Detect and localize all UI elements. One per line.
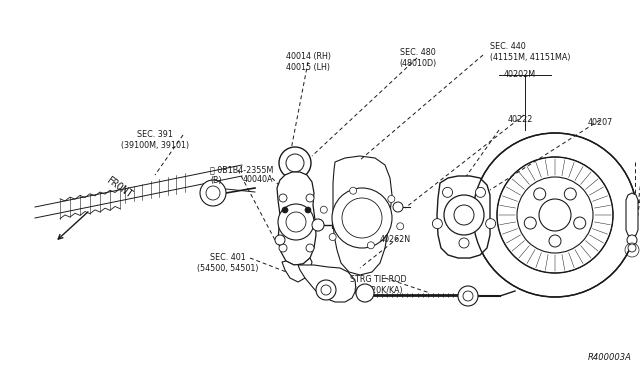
Text: SEC. 440
(41151M, 41151MA): SEC. 440 (41151M, 41151MA) <box>490 42 570 62</box>
Circle shape <box>279 244 287 252</box>
Circle shape <box>454 205 474 225</box>
Text: SEC. 401
(54500, 54501): SEC. 401 (54500, 54501) <box>197 253 259 273</box>
Polygon shape <box>277 172 316 265</box>
Text: 40014 (RH)
40015 (LH): 40014 (RH) 40015 (LH) <box>285 52 330 72</box>
Polygon shape <box>282 258 312 282</box>
Circle shape <box>278 204 314 240</box>
Polygon shape <box>437 176 490 258</box>
Circle shape <box>627 235 637 245</box>
Circle shape <box>306 244 314 252</box>
Circle shape <box>459 238 469 248</box>
Circle shape <box>305 207 311 213</box>
Circle shape <box>286 154 304 172</box>
Circle shape <box>517 177 593 253</box>
Circle shape <box>356 284 374 302</box>
Circle shape <box>564 188 576 200</box>
Circle shape <box>321 285 331 295</box>
Circle shape <box>312 219 324 231</box>
Circle shape <box>279 147 311 179</box>
Circle shape <box>306 194 314 202</box>
Circle shape <box>486 219 495 229</box>
Circle shape <box>329 234 336 241</box>
Text: STRG TIE ROD
(48320K/KA): STRG TIE ROD (48320K/KA) <box>349 275 406 295</box>
Circle shape <box>463 291 473 301</box>
Circle shape <box>206 186 220 200</box>
Circle shape <box>200 180 226 206</box>
Circle shape <box>524 217 536 229</box>
Circle shape <box>320 206 327 213</box>
Circle shape <box>573 217 586 229</box>
Circle shape <box>458 286 478 306</box>
Circle shape <box>442 187 452 198</box>
Polygon shape <box>333 156 392 275</box>
Circle shape <box>476 187 486 198</box>
Circle shape <box>332 188 392 248</box>
Circle shape <box>539 199 571 231</box>
Text: 40262N: 40262N <box>380 235 411 244</box>
Text: SEC. 391
(39100M, 39101): SEC. 391 (39100M, 39101) <box>121 130 189 150</box>
Circle shape <box>279 194 287 202</box>
Text: Ⓑ 0B1B4-2355M
(B): Ⓑ 0B1B4-2355M (B) <box>210 165 273 185</box>
Text: 40202M: 40202M <box>504 70 536 79</box>
Circle shape <box>286 212 306 232</box>
Text: 40207: 40207 <box>588 118 612 127</box>
Text: 40222: 40222 <box>508 115 532 124</box>
Text: FRONT: FRONT <box>105 175 135 200</box>
Circle shape <box>628 244 636 252</box>
Circle shape <box>549 235 561 247</box>
Circle shape <box>349 187 356 194</box>
Text: 40040A: 40040A <box>243 175 273 184</box>
Text: SEC. 480
(48010D): SEC. 480 (48010D) <box>399 48 436 68</box>
Polygon shape <box>626 193 638 237</box>
Circle shape <box>282 207 288 213</box>
Text: R400003A: R400003A <box>588 353 632 362</box>
Circle shape <box>433 219 442 229</box>
Circle shape <box>534 188 546 200</box>
Circle shape <box>397 223 404 230</box>
Circle shape <box>393 202 403 212</box>
Polygon shape <box>298 265 356 302</box>
Circle shape <box>444 195 484 235</box>
Circle shape <box>388 195 395 202</box>
Circle shape <box>367 242 374 249</box>
Circle shape <box>316 280 336 300</box>
Circle shape <box>275 235 285 245</box>
Circle shape <box>342 198 382 238</box>
